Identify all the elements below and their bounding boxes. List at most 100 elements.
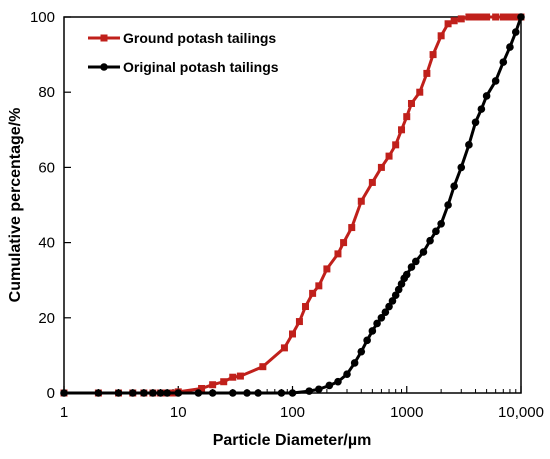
- data-point: [437, 220, 445, 228]
- data-point: [472, 13, 480, 21]
- data-point: [511, 28, 520, 36]
- data-point: [392, 141, 400, 149]
- data-point: [477, 105, 486, 113]
- data-point: [465, 141, 473, 149]
- data-point: [419, 248, 428, 256]
- data-point: [295, 318, 303, 326]
- x-axis-title: Particle Diameter/µm: [213, 432, 372, 449]
- x-tick-label: 10,000: [498, 404, 544, 421]
- data-point: [357, 347, 366, 356]
- data-point: [492, 13, 500, 21]
- data-point: [194, 389, 203, 397]
- data-point: [416, 88, 424, 96]
- data-point: [259, 363, 267, 371]
- data-point: [450, 182, 458, 190]
- data-point: [465, 13, 473, 21]
- data-point: [491, 77, 500, 85]
- data-point: [128, 389, 137, 397]
- data-point: [394, 285, 403, 294]
- data-point: [368, 327, 377, 335]
- data-point: [277, 389, 286, 397]
- data-point: [163, 389, 171, 397]
- data-point: [381, 308, 390, 316]
- data-point: [444, 201, 452, 209]
- data-point: [305, 387, 313, 395]
- data-point: [407, 263, 416, 271]
- series-layer: [60, 13, 525, 397]
- data-point: [499, 13, 507, 21]
- data-point: [309, 289, 317, 297]
- data-point: [385, 152, 393, 160]
- data-point: [156, 389, 165, 397]
- data-point: [348, 224, 356, 232]
- y-tick-label: 20: [38, 310, 55, 327]
- y-tick-label: 80: [38, 84, 55, 101]
- x-tick-label: 1000: [390, 404, 423, 421]
- data-point: [483, 13, 491, 21]
- data-point: [254, 389, 262, 397]
- data-point: [391, 291, 400, 300]
- data-point: [506, 43, 514, 51]
- data-point: [357, 197, 365, 205]
- data-point: [377, 314, 386, 322]
- data-point: [385, 302, 393, 311]
- data-point: [403, 113, 411, 121]
- data-point: [340, 239, 348, 247]
- data-point: [444, 20, 452, 28]
- data-point: [315, 385, 323, 394]
- data-point: [506, 13, 514, 21]
- data-point: [429, 51, 437, 59]
- data-point: [373, 319, 381, 328]
- legend-label: Original potash tailings: [123, 59, 279, 75]
- data-point: [198, 384, 206, 392]
- x-tick-label: 10: [170, 404, 187, 421]
- axes: 1 10 100 1000 10,000 0 20 40 60 80 100: [30, 9, 544, 421]
- data-point: [350, 359, 359, 367]
- data-point: [209, 381, 217, 389]
- data-point: [280, 344, 288, 352]
- legend: Ground potash tailings Original potash ta…: [88, 30, 279, 75]
- data-point: [423, 69, 431, 77]
- data-point: [302, 303, 310, 311]
- data-point: [60, 389, 68, 397]
- data-point: [114, 389, 123, 397]
- data-point: [411, 257, 420, 266]
- data-point: [397, 280, 406, 288]
- data-point: [407, 99, 415, 107]
- data-point: [229, 373, 237, 381]
- data-point: [482, 92, 491, 100]
- data-point: [334, 377, 342, 386]
- data-point: [432, 227, 440, 236]
- data-point: [450, 17, 458, 25]
- data-point: [512, 13, 520, 21]
- data-point: [457, 15, 465, 23]
- data-point: [323, 265, 331, 273]
- data-point: [220, 378, 228, 386]
- y-tick-label: 100: [30, 9, 55, 26]
- legend-entry: Original potash tailings: [88, 59, 279, 75]
- data-point: [236, 372, 244, 380]
- data-point: [398, 126, 406, 134]
- x-tick-label: 100: [280, 404, 305, 421]
- data-point: [377, 163, 385, 171]
- data-point: [388, 297, 397, 305]
- y-axis-title: Cumulative percentage/%: [7, 108, 24, 303]
- y-tick-label: 0: [47, 385, 55, 402]
- data-point: [368, 178, 376, 186]
- data-point: [288, 389, 297, 397]
- data-point: [457, 163, 466, 172]
- data-point: [208, 389, 217, 397]
- data-point: [140, 389, 148, 397]
- data-point: [149, 389, 157, 397]
- data-point: [499, 58, 508, 66]
- data-point: [243, 389, 251, 397]
- data-point: [437, 32, 445, 40]
- data-point: [325, 381, 334, 390]
- data-point: [334, 250, 342, 258]
- data-point: [426, 236, 434, 245]
- data-point: [289, 330, 296, 338]
- data-point: [402, 270, 411, 279]
- data-point: [363, 336, 371, 345]
- data-point: [343, 370, 351, 379]
